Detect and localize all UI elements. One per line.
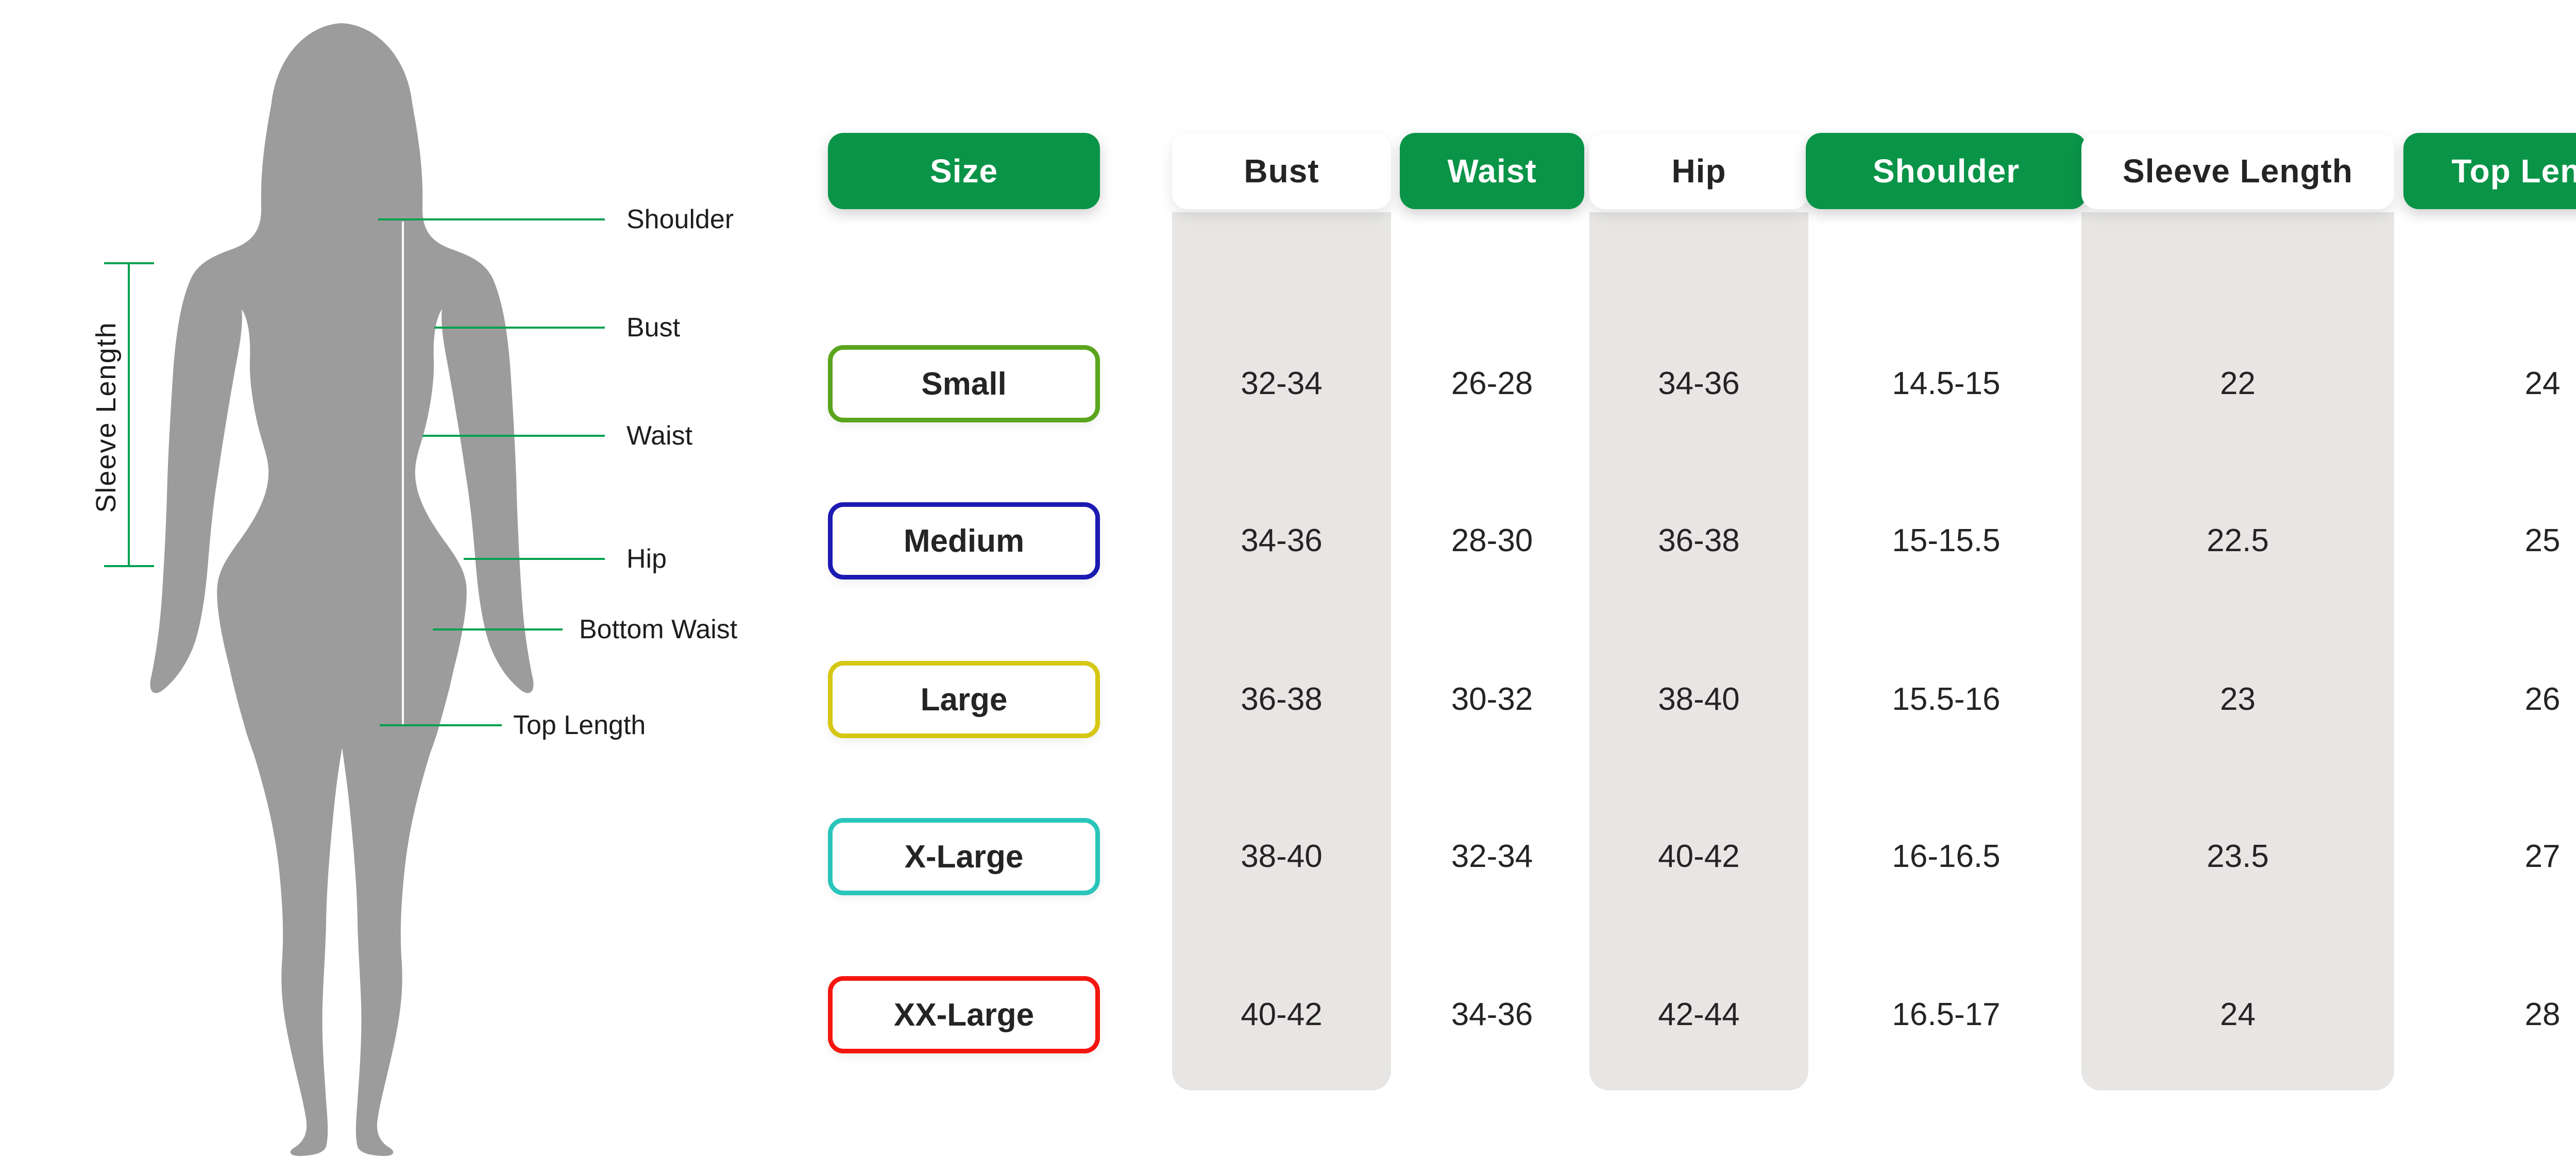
cell-sleeve-large: 23 — [2220, 681, 2256, 717]
shoulder-header: Shoulder — [1806, 133, 2087, 209]
cell-bust-small: 32-34 — [1241, 366, 1323, 401]
female-body-silhouette — [104, 23, 605, 1156]
cell-top-length-large: 26 — [2524, 681, 2561, 717]
cell-bust-medium: 34-36 — [1241, 523, 1323, 558]
top-length-column-background — [2403, 212, 2576, 1090]
cell-shoulder-x-large: 16-16.5 — [1892, 839, 2001, 874]
cell-top-length-medium: 25 — [2524, 523, 2561, 558]
cell-hip-small: 34-36 — [1658, 366, 1740, 401]
cell-bust-x-large: 38-40 — [1241, 839, 1323, 874]
waist-column-background — [1400, 212, 1584, 1090]
cell-shoulder-medium: 15-15.5 — [1892, 523, 2001, 558]
size-badge-medium: Medium — [828, 502, 1100, 580]
sleeve-length-label: Sleeve Length — [91, 321, 122, 513]
cell-waist-xx-large: 34-36 — [1451, 997, 1533, 1032]
cell-sleeve-small: 22 — [2220, 366, 2256, 401]
cell-top-length-xx-large: 28 — [2524, 997, 2561, 1032]
cell-waist-small: 26-28 — [1451, 366, 1533, 401]
column-sleeve-length: Sleeve Length 22 22.5 23 23.5 24 — [2081, 0, 2394, 1159]
cell-waist-medium: 28-30 — [1451, 523, 1533, 558]
size-badge-x-large: X-Large — [828, 818, 1100, 895]
cell-shoulder-small: 14.5-15 — [1892, 366, 2001, 401]
hip-header: Hip — [1589, 133, 1808, 209]
cell-waist-x-large: 32-34 — [1451, 839, 1533, 874]
size-badge-large: Large — [828, 661, 1100, 738]
body-shape — [150, 23, 534, 1156]
hip-label: Hip — [626, 544, 667, 574]
shoulder-label: Shoulder — [626, 204, 734, 234]
top-length-label: Top Length — [513, 710, 646, 740]
waist-header: Waist — [1400, 133, 1584, 209]
column-hip: Hip 34-36 36-38 38-40 40-42 42-44 — [1589, 0, 1808, 1159]
size-badge-xx-large: XX-Large — [828, 976, 1100, 1053]
cell-hip-medium: 36-38 — [1658, 523, 1740, 558]
cell-bust-xx-large: 40-42 — [1241, 997, 1323, 1032]
cell-hip-xx-large: 42-44 — [1658, 997, 1740, 1032]
cell-sleeve-medium: 22.5 — [2207, 523, 2269, 558]
cell-shoulder-xx-large: 16.5-17 — [1892, 997, 2001, 1032]
cell-shoulder-large: 15.5-16 — [1892, 681, 2001, 717]
column-size: Size Small Medium Large X-Large XX-Large — [828, 0, 1100, 1159]
column-waist: Waist 26-28 28-30 30-32 32-34 34-36 — [1400, 0, 1584, 1159]
bust-label: Bust — [626, 313, 681, 343]
column-bust: Bust 32-34 34-36 36-38 38-40 40-42 — [1172, 0, 1391, 1159]
bottom-waist-label: Bottom Waist — [579, 615, 738, 644]
size-header: Size — [828, 133, 1100, 209]
cell-sleeve-xx-large: 24 — [2220, 997, 2256, 1032]
cell-sleeve-x-large: 23.5 — [2207, 839, 2269, 874]
bust-header: Bust — [1172, 133, 1391, 209]
bust-column-background — [1172, 212, 1391, 1090]
sleeve-length-column-background — [2081, 212, 2394, 1090]
sleeve-length-header: Sleeve Length — [2081, 133, 2394, 209]
top-length-header: Top Length — [2403, 133, 2576, 209]
cell-waist-large: 30-32 — [1451, 681, 1533, 717]
cell-top-length-x-large: 27 — [2524, 839, 2561, 874]
hip-column-background — [1589, 212, 1808, 1090]
cell-hip-x-large: 40-42 — [1658, 839, 1740, 874]
size-badge-small: Small — [828, 345, 1100, 422]
waist-label: Waist — [626, 421, 693, 451]
cell-hip-large: 38-40 — [1658, 681, 1740, 717]
cell-top-length-small: 24 — [2524, 366, 2561, 401]
cell-bust-large: 36-38 — [1241, 681, 1323, 717]
shoulder-column-background — [1806, 212, 2087, 1090]
column-top-length: Top Length 24 25 26 27 28 — [2403, 0, 2576, 1159]
column-shoulder: Shoulder 14.5-15 15-15.5 15.5-16 16-16.5… — [1806, 0, 2087, 1159]
